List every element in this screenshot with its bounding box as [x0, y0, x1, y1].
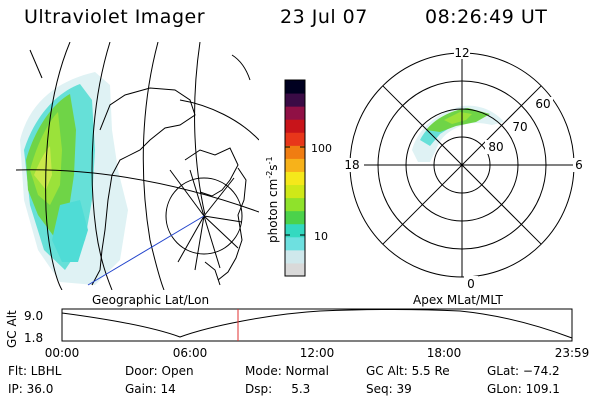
sun-direction-line: [87, 215, 205, 286]
mlt-label-6: 6: [575, 158, 583, 172]
colorbar-stripe: [285, 223, 305, 238]
glon-readout: GLon: 109.1: [487, 382, 560, 396]
door-readout: Door: Open: [125, 364, 194, 378]
time-display: 08:26:49 UT: [425, 6, 548, 28]
colorbar-stripe: [285, 262, 305, 277]
gc-alt-readout: GC Alt: 5.5 Re: [366, 364, 450, 378]
mlt-label-18: 18: [344, 158, 359, 172]
dsp-readout: Dsp: 5.3: [245, 382, 311, 396]
timeline-ytick-low: 1.8: [24, 331, 43, 345]
mlt-label-0: 0: [467, 277, 475, 291]
footprint-circle: [165, 177, 243, 255]
lat-label-80: 80: [488, 140, 503, 154]
mode-readout: Mode: Normal: [245, 364, 329, 378]
colorbar-stripe: [285, 145, 305, 159]
colorbar-stripe: [285, 106, 305, 120]
colorbar-stripe: [285, 119, 305, 133]
app-title: Ultraviolet Imager: [24, 6, 206, 28]
timeline-ytick-high: 9.0: [24, 309, 43, 323]
date-display: 23 Jul 07: [280, 6, 368, 28]
colorbar-stripe: [285, 132, 305, 146]
apex-map-label: Apex MLat/MLT: [413, 293, 503, 307]
colorbar-stripe: [285, 93, 305, 107]
lat-label-60: 60: [535, 97, 550, 111]
gain-readout: Gain: 14: [125, 382, 176, 396]
footprint-spokes: [169, 169, 243, 271]
colorbar-tick-10: 10: [314, 230, 328, 243]
seq-readout: Seq: 39: [366, 382, 412, 396]
timeline-xtick-1800: 18:00: [427, 346, 462, 360]
filter-readout: Flt: LBHL: [8, 364, 62, 378]
colorbar-stripe: [285, 210, 305, 225]
geographic-map-label: Geographic Lat/Lon: [92, 293, 210, 307]
colorbar-stripe: [285, 184, 305, 199]
colorbar-stripe: [285, 197, 305, 212]
ip-readout: IP: 36.0: [8, 382, 54, 396]
colorbar: 100 10 photon cm-2s-1: [265, 79, 332, 277]
colorbar-tick-100: 100: [311, 142, 332, 155]
mlt-label-12: 12: [454, 46, 469, 60]
colorbar-stripe: [285, 171, 305, 186]
polar-aurora-image: [412, 105, 504, 162]
timeline-ylabel: GC Alt: [5, 310, 19, 348]
altitude-timeline: 9.0 1.8 GC Alt 00:00 06:00 12:00 18:00 2…: [5, 308, 590, 360]
colorbar-stripe: [285, 249, 305, 264]
glat-readout: GLat: −74.2: [487, 364, 560, 378]
polar-map: 12 18 6 0 60 70 80: [340, 46, 585, 291]
timeline-xtick-0600: 06:00: [173, 346, 208, 360]
colorbar-stripe: [285, 158, 305, 172]
geographic-map: [16, 42, 259, 290]
timeline-xtick-1200: 12:00: [300, 346, 335, 360]
timeline-xtick-2359: 23:59: [555, 346, 590, 360]
altitude-curve: [61, 309, 573, 339]
timeline-xtick-0000: 00:00: [45, 346, 80, 360]
colorbar-stripe: [285, 80, 305, 94]
colorbar-unit-label: photon cm-2s-1: [265, 156, 280, 243]
lat-label-70: 70: [512, 120, 527, 134]
colorbar-stripe: [285, 236, 305, 251]
